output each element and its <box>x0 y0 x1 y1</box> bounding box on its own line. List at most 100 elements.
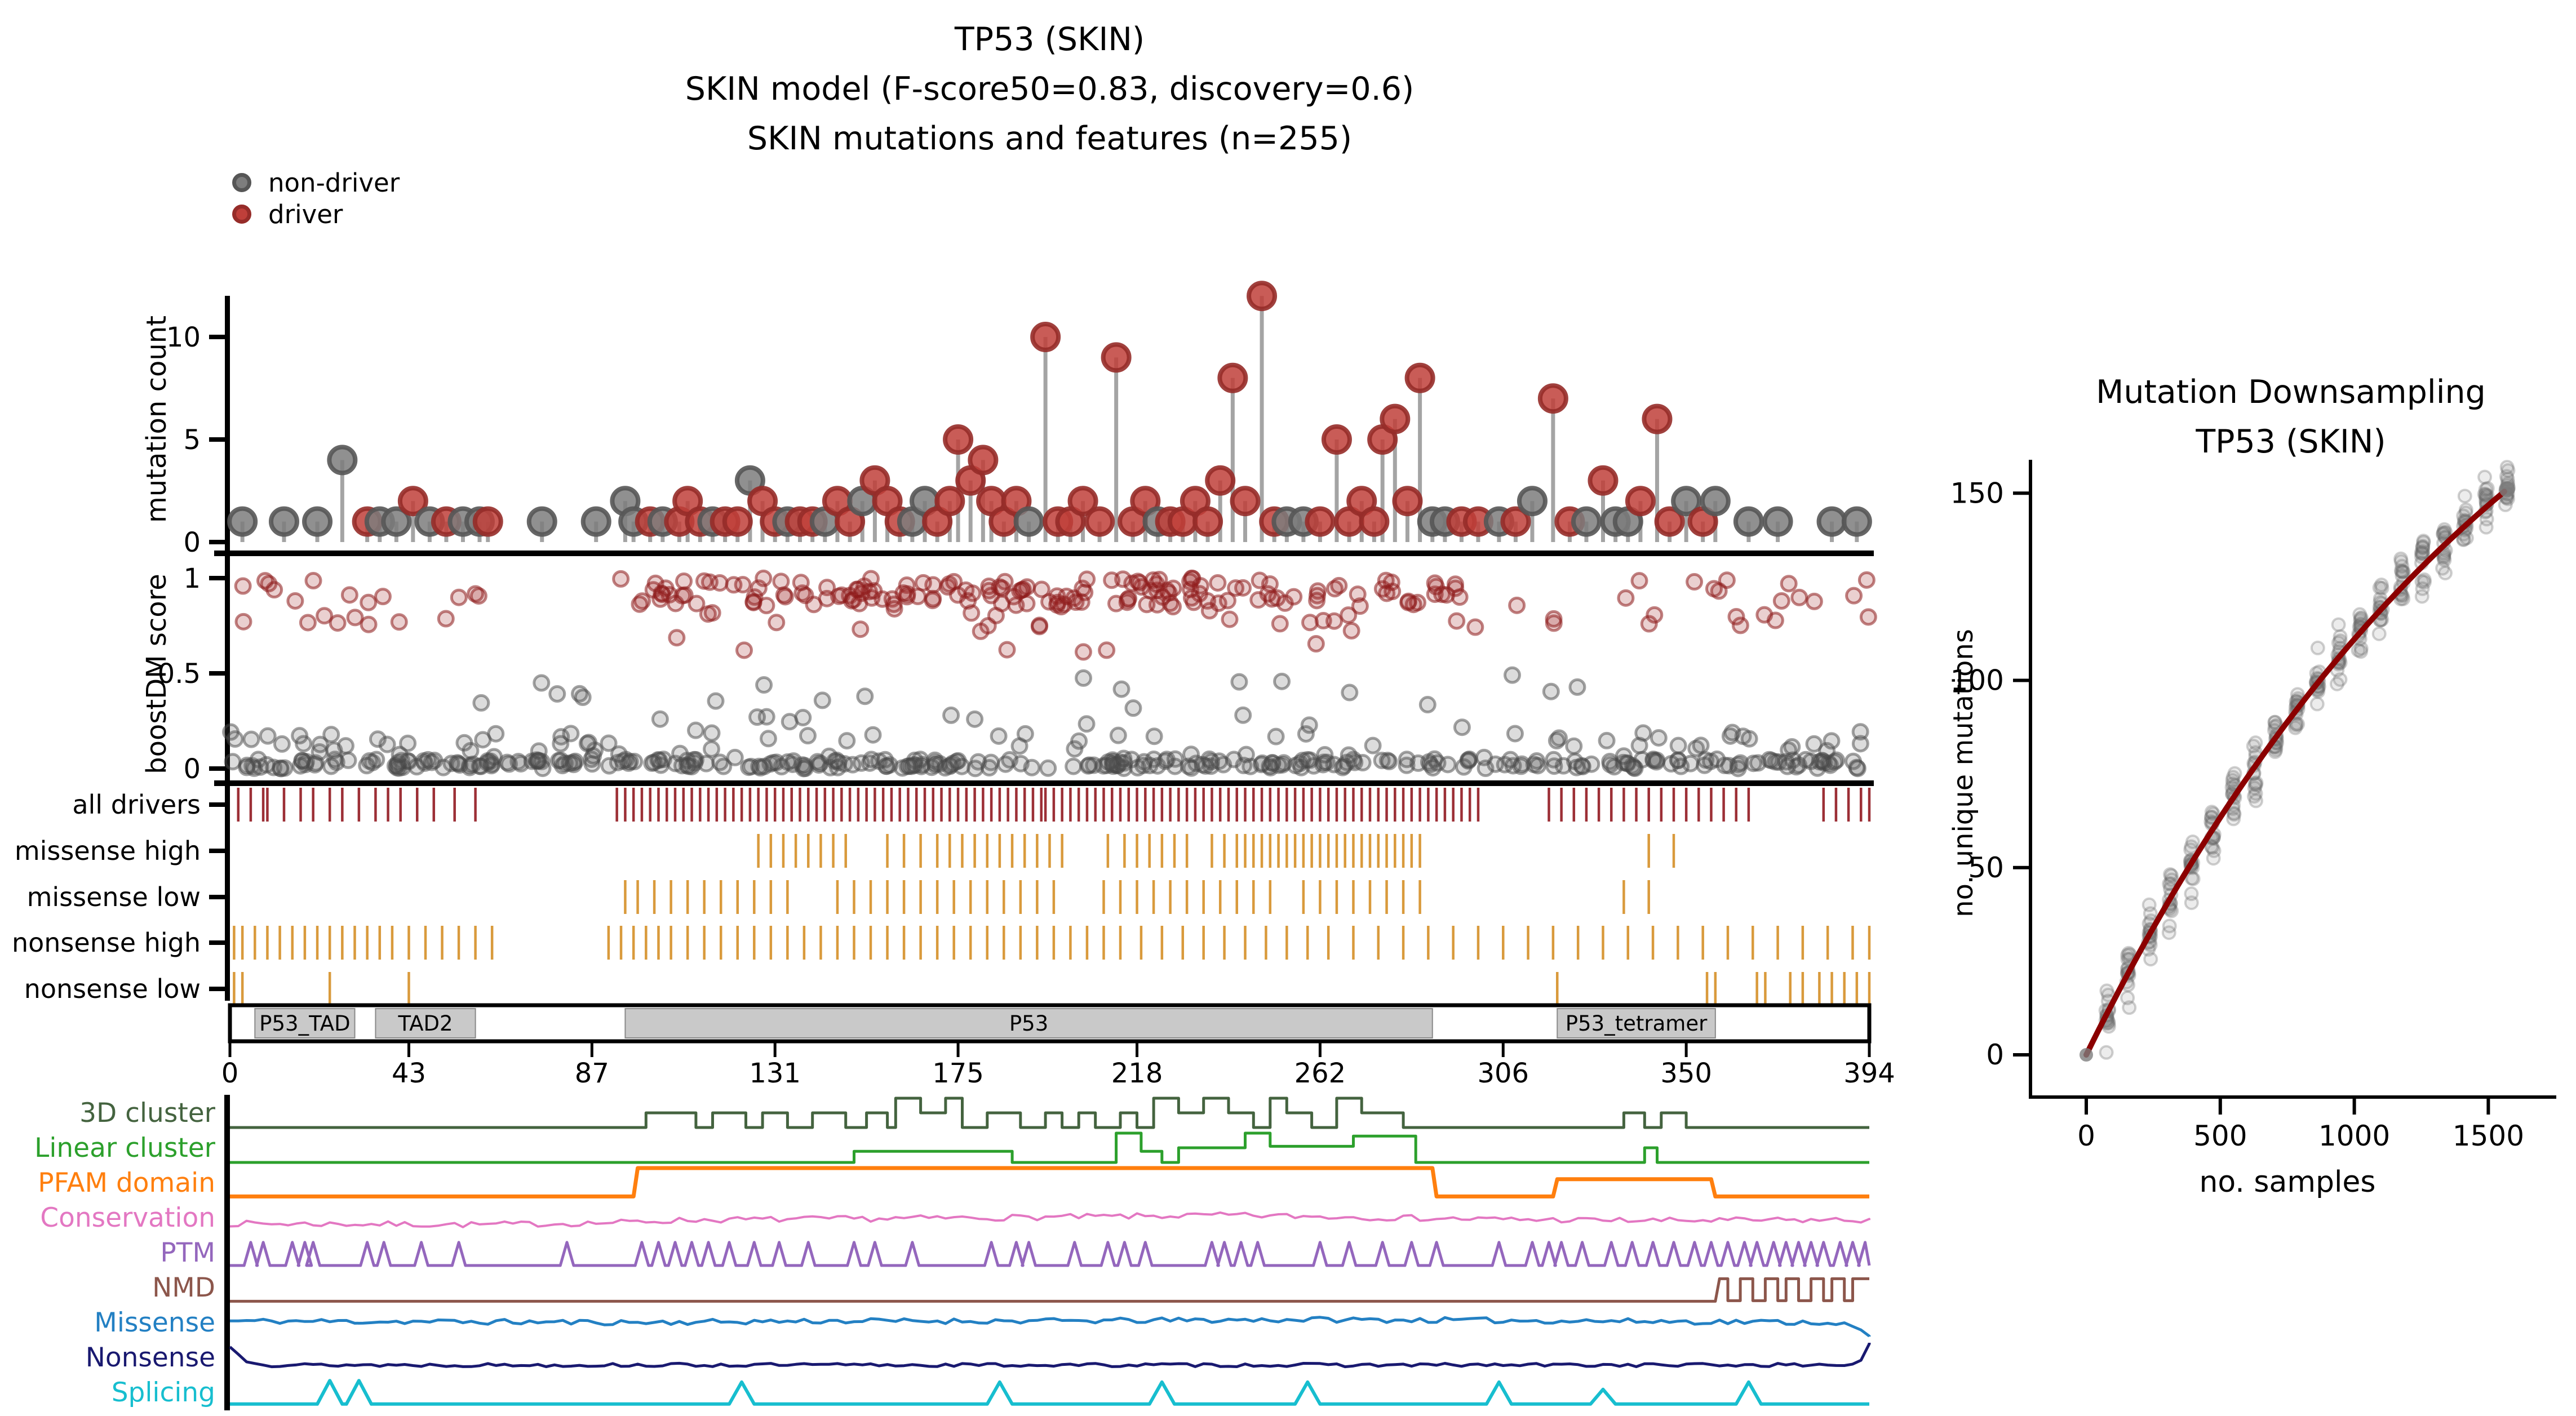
needle-ball-nondriver <box>1733 506 1764 537</box>
needle-ball-driver <box>1642 403 1673 434</box>
downsampling-point <box>2478 487 2493 502</box>
boostdm-point-driver <box>1150 571 1168 589</box>
boostdm-point-nondriver <box>1124 699 1142 717</box>
driver-legend: non-driver driver <box>232 167 400 230</box>
boostdm-point-driver <box>796 587 814 605</box>
main-title-line1: TP53 (SKIN) <box>954 21 1145 58</box>
boostdm-point-driver <box>340 586 358 604</box>
downsampling-point <box>2438 525 2453 540</box>
boostdm-point-nondriver <box>339 751 357 769</box>
downsampling-point <box>2353 613 2368 628</box>
boostdm-point-nondriver <box>1418 696 1436 714</box>
boostdm-point-driver <box>1074 643 1092 661</box>
boostdm-point-nondriver <box>455 734 473 752</box>
boostdm-point-nondriver <box>273 735 291 753</box>
boostdm-point-nondriver <box>474 731 492 749</box>
feature-row-axis-stub <box>224 1095 230 1131</box>
boostdm-point-nondriver <box>1545 751 1563 769</box>
downsampling-point <box>2184 895 2199 911</box>
needle-ball-driver <box>1101 342 1132 373</box>
downsampling-point <box>2227 807 2242 822</box>
boostdm-point-nondriver <box>643 754 661 772</box>
boostdm-point-nondriver <box>990 727 1008 745</box>
boostdm-point-nondriver <box>1605 758 1623 776</box>
needle-ball-driver <box>1404 362 1435 393</box>
boostdm-point-driver <box>1859 608 1877 626</box>
downsampling-curve <box>2083 489 2507 1058</box>
main-title-line3: SKIN mutations and features (n=255) <box>747 120 1353 157</box>
boostdm-point-nondriver <box>1615 747 1633 765</box>
downsampling-point <box>2415 539 2431 554</box>
boostdm-point-nondriver <box>1475 748 1493 766</box>
feature-row-axis-stub <box>224 1200 230 1236</box>
boostdm-point-driver <box>1032 580 1050 598</box>
boostdm-point-nondriver <box>671 744 689 762</box>
boostdm-point-nondriver <box>369 730 387 748</box>
boostdm-point-nondriver <box>358 757 376 775</box>
downsampling-point <box>2289 717 2304 733</box>
boostdm-point-nondriver <box>293 752 311 770</box>
boostdm-point-nondriver <box>1078 715 1096 733</box>
downsampling-ytick-label: 150 <box>1950 477 2004 509</box>
boostdm-point-driver <box>450 588 468 606</box>
boostdm-point-nondriver <box>1630 736 1648 754</box>
boostdm-point-driver <box>1426 574 1444 592</box>
separator-line <box>214 551 1874 556</box>
boostdm-ytick-mark <box>209 576 225 580</box>
boostdm-point-driver <box>772 572 790 591</box>
boostdm-point-driver <box>1285 588 1303 606</box>
boostdm-point-driver <box>818 589 836 607</box>
boostdm-point-nondriver <box>325 742 343 760</box>
downsampling-point <box>2120 990 2135 1005</box>
downsampling-point <box>2479 520 2494 535</box>
downsampling-point <box>2480 481 2495 496</box>
xaxis-tick-label: 350 <box>1660 1058 1712 1089</box>
boostdm-point-driver <box>1378 584 1396 602</box>
boostdm-point-nondriver <box>1065 757 1083 775</box>
boostdm-point-driver <box>972 622 990 640</box>
boostdm-point-nondriver <box>1662 755 1680 773</box>
feature-row-axis-stub <box>224 1374 230 1410</box>
downsampling-point <box>2248 735 2263 751</box>
rug-row-tick-mark <box>209 895 225 899</box>
xaxis-tick-label: 131 <box>749 1058 801 1089</box>
boostdm-point-nondriver <box>686 754 704 772</box>
boostdm-ytick-label: 1 <box>183 563 201 594</box>
feature-row-axis-stub <box>224 1304 230 1340</box>
downsampling-point <box>2394 564 2409 579</box>
boostdm-point-driver <box>360 615 378 633</box>
boostdm-point-driver <box>1182 589 1200 607</box>
downsampling-point <box>2225 773 2240 788</box>
downsampling-point <box>2353 644 2369 659</box>
needle-ytick-label: 10 <box>166 322 201 353</box>
boostdm-point-nondriver <box>1340 746 1358 764</box>
rug-row-label: nonsense low <box>24 974 201 1004</box>
needle-ball-driver <box>1537 383 1568 414</box>
boostdm-point-driver <box>1646 606 1664 624</box>
domain-label: P53 <box>1009 1011 1048 1036</box>
boostdm-point-nondriver <box>687 721 705 739</box>
boostdm-point-nondriver <box>552 735 570 753</box>
boostdm-point-driver <box>688 594 706 612</box>
boostdm-point-driver <box>894 584 912 602</box>
feature-row-label: Linear cluster <box>34 1133 216 1164</box>
boostdm-point-nondriver <box>259 727 277 745</box>
boostdm-point-driver <box>467 585 485 603</box>
boostdm-point-nondriver <box>755 757 773 775</box>
boostdm-point-driver <box>850 594 868 612</box>
boostdm-point-driver <box>1030 618 1048 636</box>
domain-label: P53_TAD <box>259 1011 350 1036</box>
driver-dot-icon <box>232 205 251 224</box>
needle-ball-driver <box>1359 506 1390 537</box>
boostdm-point-nondriver <box>838 732 856 750</box>
boostdm-point-driver <box>651 590 670 608</box>
downsampling-ylabel: no. unique mutations <box>1948 629 1979 917</box>
boostdm-point-driver <box>1780 575 1798 593</box>
downsampling-point <box>2459 530 2474 545</box>
downsampling-point <box>2395 558 2410 574</box>
boostdm-point-driver <box>695 572 713 590</box>
boostdm-point-nondriver <box>1783 738 1801 756</box>
feature-row-label: NMD <box>152 1272 215 1303</box>
boostdm-point-driver <box>1617 589 1635 607</box>
